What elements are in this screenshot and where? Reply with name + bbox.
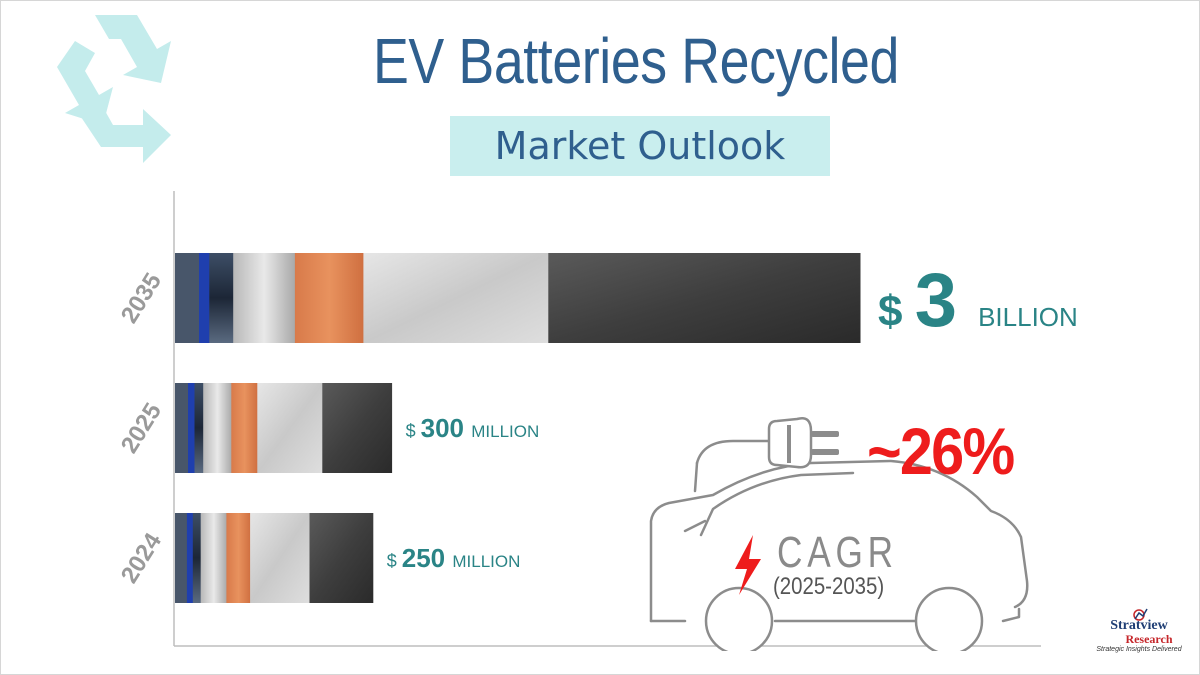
bar-segment [322, 383, 393, 473]
bar-segment [186, 513, 194, 603]
value-label: $ 3 BILLION [878, 258, 1078, 343]
plug-icon [767, 417, 839, 469]
bar-segment [226, 513, 251, 603]
bar-segment [231, 383, 258, 473]
bar-segment [294, 253, 364, 343]
bar-2035 [175, 253, 861, 343]
brand-name-line2: Research [1125, 632, 1173, 646]
car-outline-icon [649, 417, 1029, 651]
cagr-value: ~26% [867, 414, 1015, 488]
bar-segment [309, 513, 374, 603]
bar-segment [188, 383, 195, 473]
year-label: 2025 [116, 398, 167, 458]
brand-logo: Stratview Research Strategic Insights De… [1089, 607, 1189, 655]
page-subtitle: Market Outlook [494, 124, 786, 168]
bar-segment [200, 513, 227, 603]
bar-segment [175, 253, 200, 343]
year-label: 2024 [116, 528, 168, 588]
brand-name: Stratview [1110, 618, 1168, 633]
bar-segment [233, 253, 296, 343]
value-label: $ 250 MILLION [387, 543, 521, 573]
bar-2024 [175, 513, 374, 603]
bar-segment [175, 383, 189, 473]
recycle-icon [57, 15, 171, 163]
bar-segment [257, 383, 323, 473]
bar-2025 [175, 383, 393, 473]
bar-segment [548, 253, 861, 343]
subtitle-banner: Market Outlook [450, 116, 830, 176]
bar-segment [363, 253, 549, 343]
bar-segment [175, 513, 188, 603]
bar-segment [199, 253, 210, 343]
stratview-logo-icon [1133, 608, 1148, 621]
lightning-bolt-icon [735, 535, 761, 595]
cagr-label: CAGR [777, 528, 898, 577]
value-label: $ 300 MILLION [406, 413, 540, 443]
year-label: 2035 [116, 268, 167, 328]
bar-segment [209, 253, 234, 343]
bar-segment [192, 513, 202, 603]
brand-tagline: Strategic Insights Delivered [1096, 646, 1182, 653]
cagr-period: (2025-2035) [773, 573, 885, 600]
bar-segment [194, 383, 204, 473]
bar-segment [203, 383, 232, 473]
bar-segment [250, 513, 310, 603]
